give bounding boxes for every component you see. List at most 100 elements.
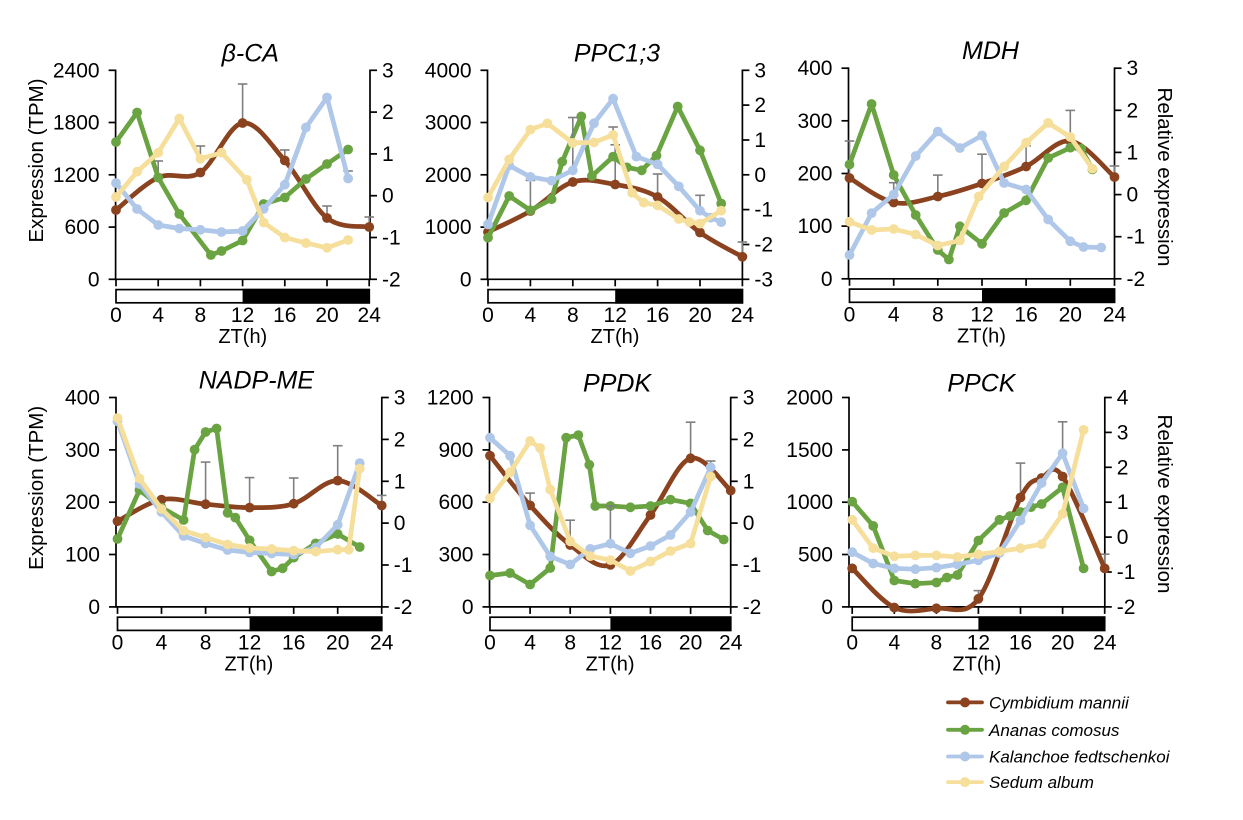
svg-text:3: 3 xyxy=(1127,57,1139,80)
svg-text:PPCK: PPCK xyxy=(947,370,1016,398)
svg-text:20: 20 xyxy=(1051,631,1074,654)
svg-text:-1: -1 xyxy=(1127,226,1146,249)
svg-text:3: 3 xyxy=(743,387,755,410)
svg-text:Kalanchoe fedtschenkoi: Kalanchoe fedtschenkoi xyxy=(989,748,1171,767)
svg-text:16: 16 xyxy=(646,304,669,327)
svg-text:-2: -2 xyxy=(1127,268,1146,291)
svg-text:Ananas comosus: Ananas comosus xyxy=(988,721,1120,740)
svg-text:20: 20 xyxy=(326,631,349,654)
svg-text:200: 200 xyxy=(797,163,832,186)
svg-text:24: 24 xyxy=(731,304,755,327)
svg-text:1000: 1000 xyxy=(786,491,833,514)
svg-text:-2: -2 xyxy=(1117,596,1136,619)
svg-text:0: 0 xyxy=(110,304,122,327)
svg-text:1: 1 xyxy=(743,470,755,493)
svg-text:-1: -1 xyxy=(1117,561,1136,584)
svg-text:Expression (TPM): Expression (TPM) xyxy=(25,406,48,570)
svg-text:3000: 3000 xyxy=(425,112,472,135)
svg-text:600: 600 xyxy=(65,216,100,239)
svg-text:12: 12 xyxy=(970,303,993,326)
svg-text:2: 2 xyxy=(1127,99,1139,122)
svg-text:20: 20 xyxy=(688,304,711,327)
svg-text:3: 3 xyxy=(394,387,406,410)
svg-text:16: 16 xyxy=(282,631,305,654)
svg-text:12: 12 xyxy=(599,631,622,654)
svg-text:20: 20 xyxy=(1059,303,1082,326)
svg-text:3: 3 xyxy=(382,59,394,82)
svg-text:0: 0 xyxy=(846,631,858,654)
svg-text:2: 2 xyxy=(1117,456,1129,479)
svg-text:-2: -2 xyxy=(394,596,413,619)
svg-text:20: 20 xyxy=(315,304,338,327)
svg-text:200: 200 xyxy=(65,491,100,514)
svg-text:0: 0 xyxy=(382,185,394,208)
svg-text:4: 4 xyxy=(156,631,168,654)
svg-text:0: 0 xyxy=(112,631,124,654)
svg-text:2: 2 xyxy=(382,101,394,124)
svg-text:0: 0 xyxy=(754,164,766,187)
svg-text:ZT(h): ZT(h) xyxy=(218,326,267,348)
svg-text:1: 1 xyxy=(1117,491,1129,514)
svg-text:8: 8 xyxy=(564,631,576,654)
svg-text:0: 0 xyxy=(484,631,496,654)
svg-text:Expression (TPM): Expression (TPM) xyxy=(25,78,48,242)
svg-text:0: 0 xyxy=(821,268,833,291)
svg-text:100: 100 xyxy=(65,544,100,567)
svg-text:PPC1;3: PPC1;3 xyxy=(574,39,660,67)
svg-text:4: 4 xyxy=(525,304,537,327)
svg-text:8: 8 xyxy=(567,304,579,327)
svg-text:12: 12 xyxy=(238,631,261,654)
svg-text:2: 2 xyxy=(754,94,766,117)
svg-text:100: 100 xyxy=(797,215,832,238)
svg-text:0: 0 xyxy=(1127,184,1139,207)
svg-text:-1: -1 xyxy=(754,199,773,222)
svg-text:2000: 2000 xyxy=(425,164,472,187)
svg-text:0: 0 xyxy=(462,596,474,619)
svg-text:16: 16 xyxy=(639,631,662,654)
svg-text:24: 24 xyxy=(358,304,382,327)
svg-text:ZT(h): ZT(h) xyxy=(586,653,635,675)
svg-text:MDH: MDH xyxy=(962,37,1020,65)
svg-text:2400: 2400 xyxy=(53,59,100,82)
svg-text:ZT(h): ZT(h) xyxy=(591,326,640,348)
svg-text:0: 0 xyxy=(844,303,856,326)
svg-text:24: 24 xyxy=(1093,631,1117,654)
svg-text:β-CA: β-CA xyxy=(221,39,279,67)
svg-text:0: 0 xyxy=(821,596,833,619)
svg-text:4: 4 xyxy=(152,304,164,327)
svg-text:300: 300 xyxy=(797,110,832,133)
svg-text:-1: -1 xyxy=(382,227,401,250)
svg-text:-2: -2 xyxy=(743,596,762,619)
svg-text:Relative expression: Relative expression xyxy=(1153,415,1176,594)
svg-text:Relative expression: Relative expression xyxy=(1153,88,1176,267)
svg-text:4000: 4000 xyxy=(425,59,472,82)
svg-text:Sedum album: Sedum album xyxy=(989,773,1094,792)
svg-text:1: 1 xyxy=(382,143,394,166)
svg-text:500: 500 xyxy=(798,544,833,567)
svg-text:0: 0 xyxy=(88,268,100,291)
svg-text:8: 8 xyxy=(931,631,943,654)
svg-text:4: 4 xyxy=(1117,387,1129,410)
svg-text:400: 400 xyxy=(65,387,100,410)
svg-text:1: 1 xyxy=(1127,141,1139,164)
svg-text:4: 4 xyxy=(888,303,900,326)
svg-text:300: 300 xyxy=(438,544,473,567)
svg-text:2: 2 xyxy=(743,428,755,451)
svg-text:ZT(h): ZT(h) xyxy=(952,653,1001,675)
svg-text:8: 8 xyxy=(195,304,207,327)
svg-text:16: 16 xyxy=(1014,303,1037,326)
svg-text:600: 600 xyxy=(438,491,473,514)
svg-text:1500: 1500 xyxy=(786,439,833,462)
svg-text:12: 12 xyxy=(967,631,990,654)
svg-text:16: 16 xyxy=(273,304,296,327)
svg-text:-2: -2 xyxy=(754,234,773,257)
svg-text:4: 4 xyxy=(524,631,536,654)
svg-text:2: 2 xyxy=(394,428,406,451)
svg-text:0: 0 xyxy=(1117,526,1129,549)
svg-text:24: 24 xyxy=(370,631,394,654)
svg-text:-1: -1 xyxy=(394,554,413,577)
svg-text:16: 16 xyxy=(1009,631,1032,654)
svg-text:ZT(h): ZT(h) xyxy=(224,653,273,675)
svg-text:3: 3 xyxy=(754,59,766,82)
svg-text:-1: -1 xyxy=(743,554,762,577)
